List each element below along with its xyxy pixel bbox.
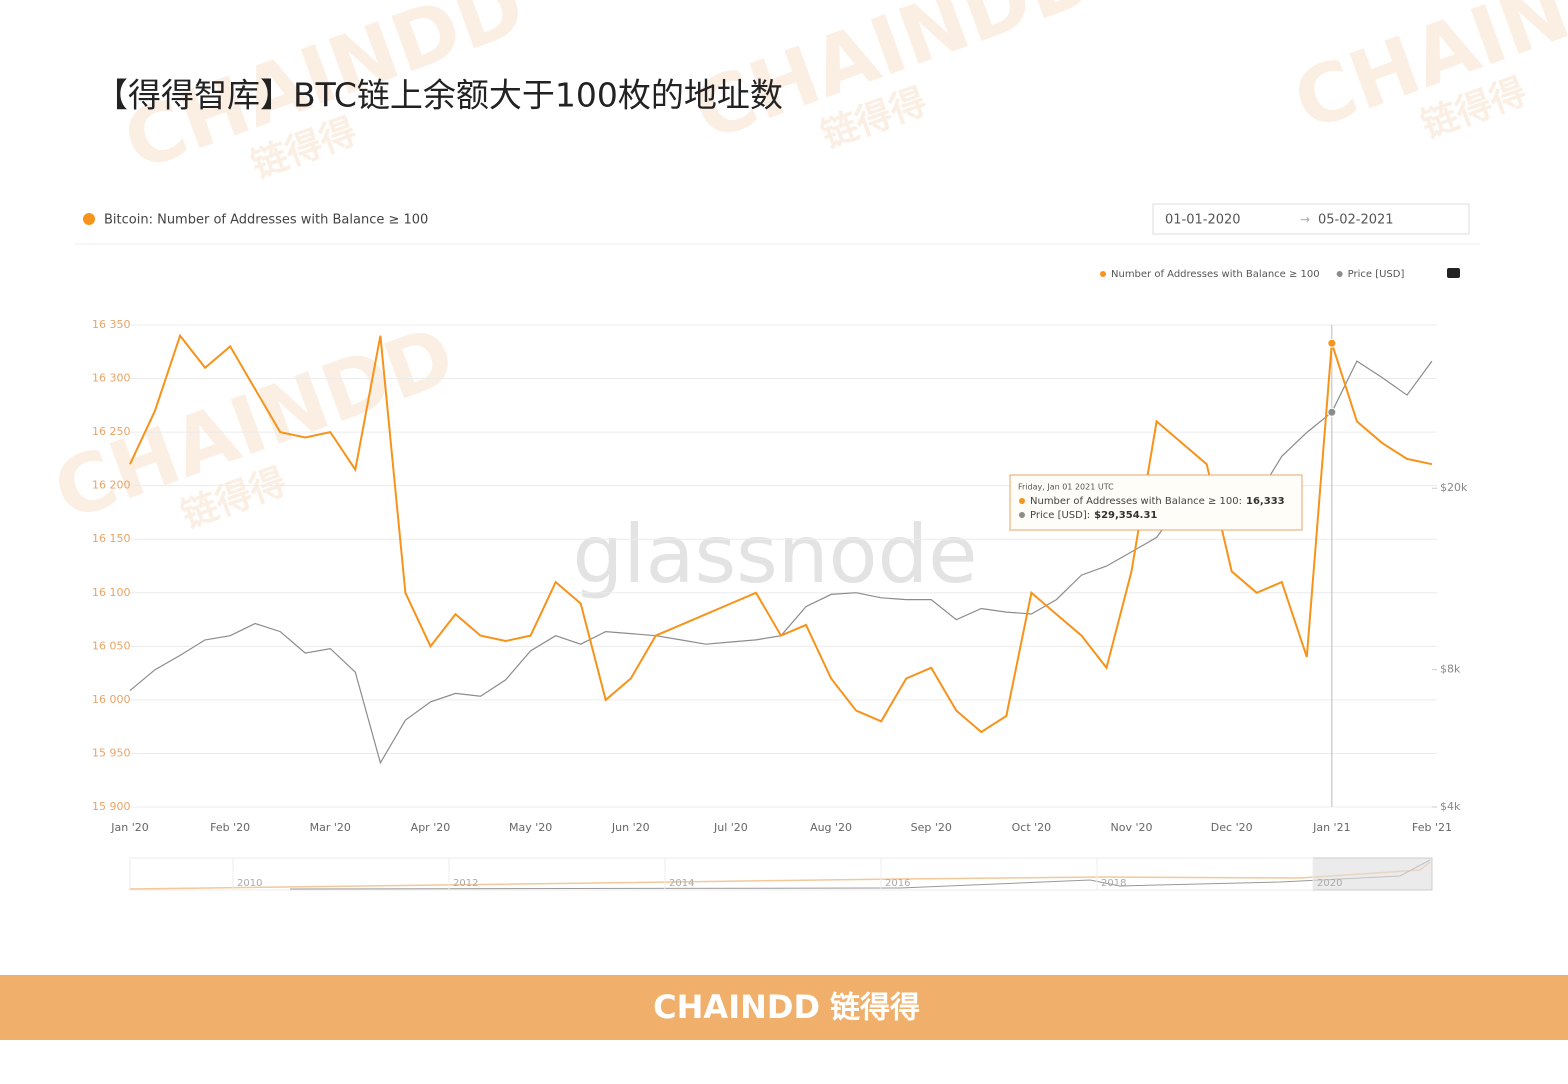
- x-tick-label: Feb '21: [1412, 821, 1452, 834]
- footer-brand-cn: 链得得: [830, 991, 920, 1026]
- y-tick-label: 16 150: [92, 532, 131, 545]
- x-tick-label: May '20: [509, 821, 552, 834]
- y2-tick-label: $8k: [1440, 663, 1461, 676]
- navigator-label: 2018: [1101, 878, 1126, 889]
- tooltip-label: Number of Addresses with Balance ≥ 100:: [1030, 496, 1242, 507]
- legend-marker: [1336, 271, 1343, 277]
- footer-band: [0, 975, 1568, 1040]
- hover-point: [1327, 407, 1337, 417]
- date-picker[interactable]: [1152, 203, 1470, 235]
- x-tick-label: Oct '20: [1012, 821, 1052, 834]
- legend-marker: [1100, 271, 1106, 277]
- navigator-label: 2012: [453, 878, 478, 889]
- x-tick-label: Jan '20: [110, 821, 148, 834]
- tooltip-label: Price [USD]:: [1030, 510, 1090, 521]
- x-tick-label: Apr '20: [411, 821, 451, 834]
- plot: 15 900 15 950 16 000 16 050 16 100 16 150 16 2…: [92, 269, 1468, 891]
- y-tick-label: 16 050: [92, 639, 131, 652]
- x-tick-label: Nov '20: [1111, 821, 1153, 834]
- y2-tick-label: $20k: [1440, 481, 1468, 494]
- x-tick-label: Feb '20: [210, 821, 250, 834]
- y-tick-label: 16 200: [92, 479, 131, 492]
- navigator-label: 2014: [669, 878, 694, 889]
- y-tick-label: 15 900: [92, 800, 131, 813]
- y2-tick-label: $4k: [1440, 800, 1461, 813]
- x-tick-label: Jul '20: [713, 821, 748, 834]
- slide-title: 【得得智库】BTC链上余额大于100枚的地址数: [95, 76, 783, 115]
- tooltip-marker: [1019, 498, 1025, 504]
- y-tick-label: 16 000: [92, 693, 131, 706]
- tooltip-date: Friday, Jan 01 2021 UTC: [1018, 483, 1114, 492]
- x-tick-label: Mar '20: [310, 821, 351, 834]
- tooltip-marker: [1019, 512, 1025, 518]
- x-tick-label: Aug '20: [810, 821, 852, 834]
- navigator-label: 2010: [237, 878, 262, 889]
- hover-point: [1327, 338, 1337, 348]
- y-tick-label: 16 100: [92, 586, 131, 599]
- watermark: glassnode: [572, 508, 977, 601]
- y-tick-label: 16 300: [92, 372, 131, 385]
- navigator: [129, 857, 1433, 891]
- chart-title: Bitcoin: Number of Addresses with Balanc…: [104, 213, 428, 228]
- tooltip-value: 16,333: [1246, 496, 1285, 507]
- tooltip-box: [1009, 474, 1303, 531]
- y-tick-label: 15 950: [92, 746, 131, 759]
- asset-icon: [83, 213, 95, 225]
- navigator-label: 2016: [885, 878, 910, 889]
- x-tick-label: Sep '20: [911, 821, 952, 834]
- legend-label: Price [USD]: [1348, 269, 1405, 280]
- y-tick-label: 16 250: [92, 425, 131, 438]
- date-to[interactable]: 05-02-2021: [1318, 213, 1394, 228]
- navigator-label: 2020: [1317, 878, 1342, 889]
- date-arrow: →: [1300, 213, 1310, 227]
- x-tick-label: Jan '21: [1312, 821, 1350, 834]
- date-from[interactable]: 01-01-2020: [1165, 213, 1241, 228]
- y-tick-label: 16 350: [92, 318, 131, 331]
- tooltip-value: $29,354.31: [1094, 510, 1157, 521]
- x-tick-label: Dec '20: [1211, 821, 1253, 834]
- legend-label: Number of Addresses with Balance ≥ 100: [1111, 269, 1320, 280]
- footer-brand: CHAINDD: [653, 988, 820, 1026]
- x-tick-label: Jun '20: [611, 821, 650, 834]
- camera-icon[interactable]: [1447, 268, 1460, 278]
